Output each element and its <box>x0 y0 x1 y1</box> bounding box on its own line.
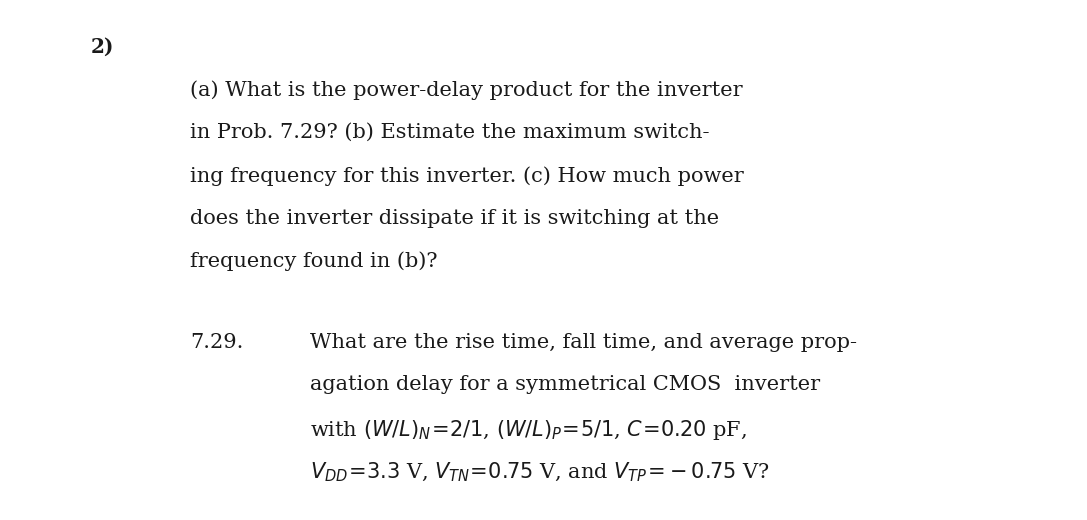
Text: 2): 2) <box>90 36 114 56</box>
Text: frequency found in (b)?: frequency found in (b)? <box>190 251 438 271</box>
Text: does the inverter dissipate if it is switching at the: does the inverter dissipate if it is swi… <box>190 209 720 228</box>
Text: What are the rise time, fall time, and average prop-: What are the rise time, fall time, and a… <box>310 333 857 352</box>
Text: $V_{DD}\!=\!3.3$ V, $V_{TN}\!=\!0.75$ V, and $V_{TP}\!=\!-0.75$ V?: $V_{DD}\!=\!3.3$ V, $V_{TN}\!=\!0.75$ V,… <box>310 461 770 484</box>
Text: (a) What is the power-delay product for the inverter: (a) What is the power-delay product for … <box>190 81 742 100</box>
Text: in Prob. 7.29? (b) Estimate the maximum switch-: in Prob. 7.29? (b) Estimate the maximum … <box>190 123 710 142</box>
Text: 7.29.: 7.29. <box>190 333 243 352</box>
Text: agation delay for a symmetrical CMOS  inverter: agation delay for a symmetrical CMOS inv… <box>310 375 820 395</box>
Text: with $(W/L)_N\!=\!2/1$, $(W/L)_P\!=\!5/1$, $C\!=\!0.20$ pF,: with $(W/L)_N\!=\!2/1$, $(W/L)_P\!=\!5/1… <box>310 418 747 442</box>
Text: ing frequency for this inverter. (c) How much power: ing frequency for this inverter. (c) How… <box>190 166 744 186</box>
